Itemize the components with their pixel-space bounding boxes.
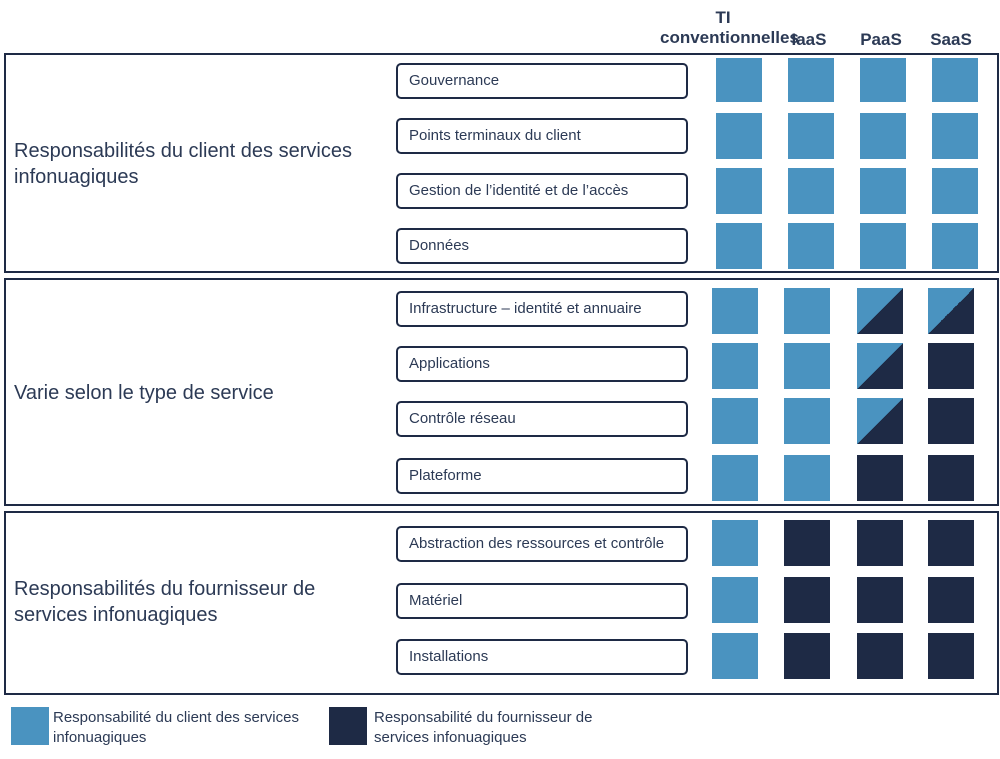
cell-s3-r1-paas-provider [857, 520, 903, 566]
cell-s2-r4-iaas-client [784, 455, 830, 501]
row-label-data: Données [396, 228, 688, 264]
cell-s1-r1-paas-client [860, 58, 906, 102]
cell-s2-r4-ti-client [712, 455, 758, 501]
cell-s3-r1-saas-provider [928, 520, 974, 566]
cell-s1-r4-saas-client [932, 223, 978, 269]
cell-s3-r3-saas-provider [928, 633, 974, 679]
cell-s2-r2-saas-provider [928, 343, 974, 389]
cell-s1-r2-saas-client [932, 113, 978, 159]
row-label-governance: Gouvernance [396, 63, 688, 99]
column-header-traditional-it: TI conventionnelles [660, 8, 799, 47]
row-label-facilities: Installations [396, 639, 688, 675]
row-label-infrastructure-identity: Infrastructure – identité et annuaire [396, 291, 688, 327]
row-label-identity-access: Gestion de l’identité et de l’accès [396, 173, 688, 209]
cell-s1-r2-ti-client [716, 113, 762, 159]
cell-s1-r3-iaas-client [788, 168, 834, 214]
section-title-client: Responsabilités du client des services i… [14, 140, 352, 188]
cell-s2-r2-iaas-client [784, 343, 830, 389]
section-title-provider: Responsabilités du fournisseur de servic… [14, 578, 316, 626]
legend-swatch-client [11, 707, 49, 745]
cell-s2-r1-ti-client [712, 288, 758, 334]
section-title-varies: Varie selon le type de service [14, 382, 274, 404]
cell-s2-r3-ti-client [712, 398, 758, 444]
column-header-iaas: IaaS [791, 30, 827, 49]
cell-s2-r1-saas-shared [928, 288, 974, 334]
cell-s3-r3-ti-client [712, 633, 758, 679]
legend-swatch-provider [329, 707, 367, 745]
row-label-network-control: Contrôle réseau [396, 401, 688, 437]
cell-s3-r3-iaas-provider [784, 633, 830, 679]
cell-s1-r4-iaas-client [788, 223, 834, 269]
cell-s1-r1-saas-client [932, 58, 978, 102]
cell-s3-r1-ti-client [712, 520, 758, 566]
cell-s1-r4-ti-client [716, 223, 762, 269]
cell-s1-r4-paas-client [860, 223, 906, 269]
legend-label-client: Responsabilité du client des services in… [53, 709, 299, 746]
cell-s2-r3-iaas-client [784, 398, 830, 444]
row-label-applications: Applications [396, 346, 688, 382]
row-label-platform: Plateforme [396, 458, 688, 494]
cell-s2-r2-paas-shared [857, 343, 903, 389]
cell-s3-r2-saas-provider [928, 577, 974, 623]
cell-s2-r1-iaas-client [784, 288, 830, 334]
cell-s2-r4-paas-provider [857, 455, 903, 501]
column-header-saas: SaaS [930, 30, 972, 49]
cell-s1-r1-iaas-client [788, 58, 834, 102]
cell-s2-r3-saas-provider [928, 398, 974, 444]
cell-s1-r2-paas-client [860, 113, 906, 159]
legend-label-provider: Responsabilité du fournisseur de service… [374, 709, 593, 746]
cell-s3-r2-ti-client [712, 577, 758, 623]
column-header-paas: PaaS [860, 30, 902, 49]
cell-s2-r3-paas-shared [857, 398, 903, 444]
cell-s3-r3-paas-provider [857, 633, 903, 679]
cell-s1-r1-ti-client [716, 58, 762, 102]
cell-s2-r2-ti-client [712, 343, 758, 389]
row-label-client-endpoints: Points terminaux du client [396, 118, 688, 154]
row-label-resource-abstraction: Abstraction des ressources et contrôle [396, 526, 688, 562]
cell-s1-r3-paas-client [860, 168, 906, 214]
cell-s2-r1-paas-shared [857, 288, 903, 334]
cell-s3-r2-iaas-provider [784, 577, 830, 623]
cell-s1-r3-saas-client [932, 168, 978, 214]
cell-s3-r1-iaas-provider [784, 520, 830, 566]
cell-s2-r4-saas-provider [928, 455, 974, 501]
cell-s1-r3-ti-client [716, 168, 762, 214]
cell-s3-r2-paas-provider [857, 577, 903, 623]
row-label-hardware: Matériel [396, 583, 688, 619]
cell-s1-r2-iaas-client [788, 113, 834, 159]
